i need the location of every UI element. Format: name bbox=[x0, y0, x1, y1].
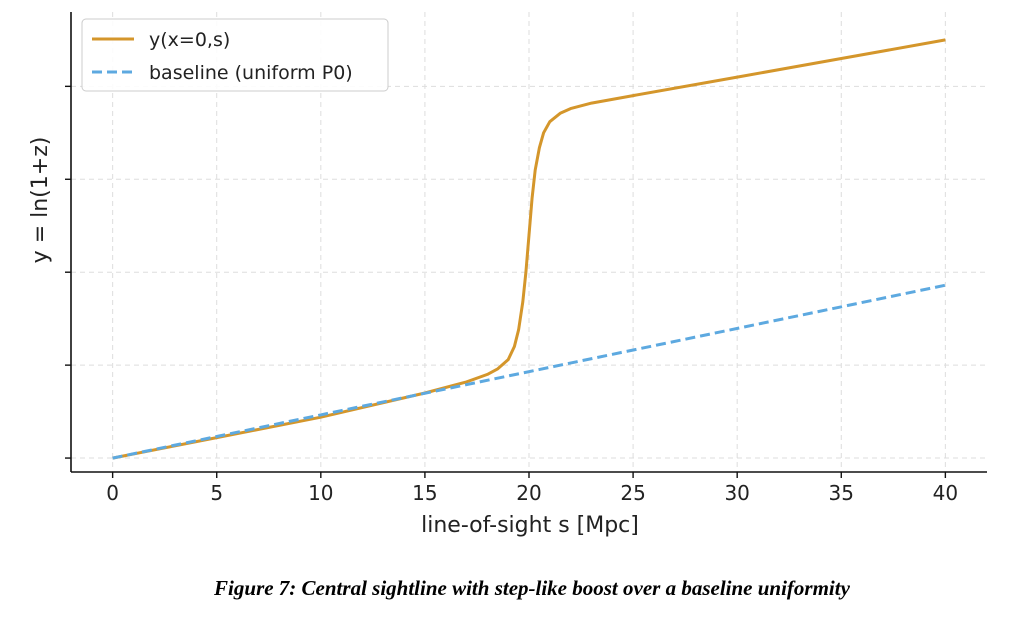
legend: y(x=0,s) baseline (uniform P0) bbox=[81, 18, 389, 92]
x-tick-label: 40 bbox=[933, 481, 958, 505]
tick-labels: 0 5 10 15 20 25 30 35 40 bbox=[106, 481, 958, 505]
x-tick-label: 0 bbox=[106, 481, 119, 505]
series-line-baseline bbox=[112, 283, 946, 460]
series-line-y-x0-s bbox=[112, 38, 946, 460]
x-axis-title: line-of-sight s [Mpc] bbox=[421, 513, 639, 538]
x-tick-label: 10 bbox=[308, 481, 333, 505]
x-tick-label: 30 bbox=[724, 481, 749, 505]
y-axis-title: y = ln(1+z) bbox=[28, 137, 53, 264]
series-lines bbox=[112, 38, 946, 460]
x-tick-label: 5 bbox=[210, 481, 223, 505]
x-tick-label: 20 bbox=[516, 481, 541, 505]
axes bbox=[65, 12, 987, 478]
figure-caption: Figure 7: Central sightline with step-li… bbox=[214, 576, 850, 600]
line-chart: 0 5 10 15 20 25 30 35 40 line-of-sight s [Mpc] y… bbox=[28, 12, 987, 538]
x-tick-label: 25 bbox=[620, 481, 645, 505]
legend-label: baseline (uniform P0) bbox=[149, 62, 353, 84]
x-tick-label: 15 bbox=[412, 481, 437, 505]
legend-box bbox=[81, 18, 389, 92]
x-tick-label: 35 bbox=[829, 481, 854, 505]
legend-label: y(x=0,s) bbox=[149, 29, 230, 51]
